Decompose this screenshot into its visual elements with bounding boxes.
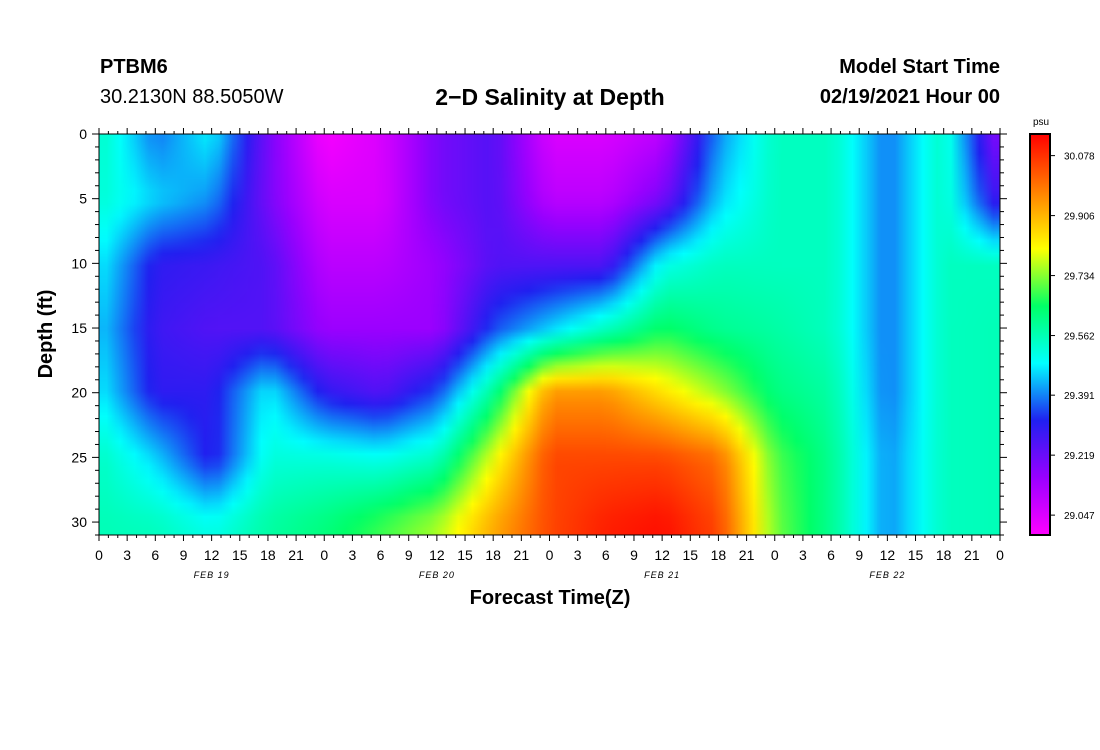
x-tick-label: 21 [739, 547, 755, 563]
colorbar-label: 29.734 [1064, 272, 1095, 283]
x-tick-label: 21 [514, 547, 530, 563]
y-tick-label: 20 [71, 385, 87, 401]
x-tick-label: 9 [180, 547, 188, 563]
x-tick-label: 0 [546, 547, 554, 563]
x-tick-label: 0 [996, 547, 1004, 563]
x-tick-label: 15 [457, 547, 473, 563]
x-tick-label: 18 [711, 547, 727, 563]
x-axis-title: Forecast Time(Z) [470, 587, 631, 609]
x-tick-label: 18 [485, 547, 501, 563]
colorbar: psu 30.078 29.906 29.734 29.562 29.391 29.219… [1029, 117, 1095, 536]
station-coordinates: 30.2130N 88.5050W [100, 86, 284, 108]
x-tick-label: 3 [574, 547, 582, 563]
y-tick-label: 15 [71, 320, 87, 336]
x-tick-label: 21 [288, 547, 304, 563]
colorbar-label: 30.078 [1064, 152, 1095, 163]
x-tick-label: 12 [654, 547, 670, 563]
x-tick-label: 12 [880, 547, 896, 563]
x-tick-label: 0 [320, 547, 328, 563]
x-tick-label: 3 [799, 547, 807, 563]
x-tick-label: 15 [908, 547, 924, 563]
x-tick-label: 9 [630, 547, 638, 563]
colorbar-label: 29.047 [1064, 511, 1095, 522]
x-tick-label: 6 [377, 547, 385, 563]
colorbar-units: psu [1033, 117, 1049, 128]
model-start-label: Model Start Time [839, 56, 1000, 78]
y-tick-label: 25 [71, 449, 87, 465]
model-start-value: 02/19/2021 Hour 00 [819, 86, 1000, 108]
date-label: FEB 21 [644, 570, 680, 580]
x-tick-label: 12 [429, 547, 445, 563]
x-tick-label: 18 [260, 547, 276, 563]
x-tick-label: 9 [855, 547, 863, 563]
y-axis: 0 5 10 15 20 25 30 [71, 126, 1007, 536]
station-id: PTBM6 [100, 56, 168, 78]
x-tick-label: 15 [682, 547, 698, 563]
colorbar-label: 29.906 [1064, 212, 1095, 223]
y-tick-label: 30 [71, 514, 87, 530]
date-label: FEB 22 [869, 570, 905, 580]
x-tick-label: 12 [204, 547, 220, 563]
colorbar-label: 29.562 [1064, 332, 1095, 343]
chart-title: 2−D Salinity at Depth [435, 84, 665, 110]
x-tick-label: 18 [936, 547, 952, 563]
salinity-heatmap [99, 134, 1000, 535]
colorbar-label: 29.219 [1064, 451, 1095, 462]
x-tick-label: 0 [771, 547, 779, 563]
x-tick-label: 3 [123, 547, 131, 563]
y-tick-label: 0 [79, 126, 87, 142]
x-tick-label: 6 [151, 547, 159, 563]
x-tick-label: 6 [602, 547, 610, 563]
date-label: FEB 20 [419, 570, 455, 580]
colorbar-label: 29.391 [1064, 391, 1095, 402]
y-axis-title: Depth (ft) [35, 290, 57, 379]
x-tick-label: 3 [349, 547, 357, 563]
y-tick-label: 10 [71, 255, 87, 271]
x-tick-label: 15 [232, 547, 248, 563]
date-label: FEB 19 [194, 570, 230, 580]
x-tick-label: 9 [405, 547, 413, 563]
x-tick-label: 0 [95, 547, 103, 563]
y-tick-label: 5 [79, 191, 87, 207]
x-tick-label: 6 [827, 547, 835, 563]
x-tick-label: 21 [964, 547, 980, 563]
x-axis: 0 3 6 9 12 15 18 21 0 3 6 9 12 15 18 21 0 3 6 9 12 15 18 21 0 3 6 9… [95, 128, 1004, 580]
colorbar-fill [1029, 133, 1051, 536]
